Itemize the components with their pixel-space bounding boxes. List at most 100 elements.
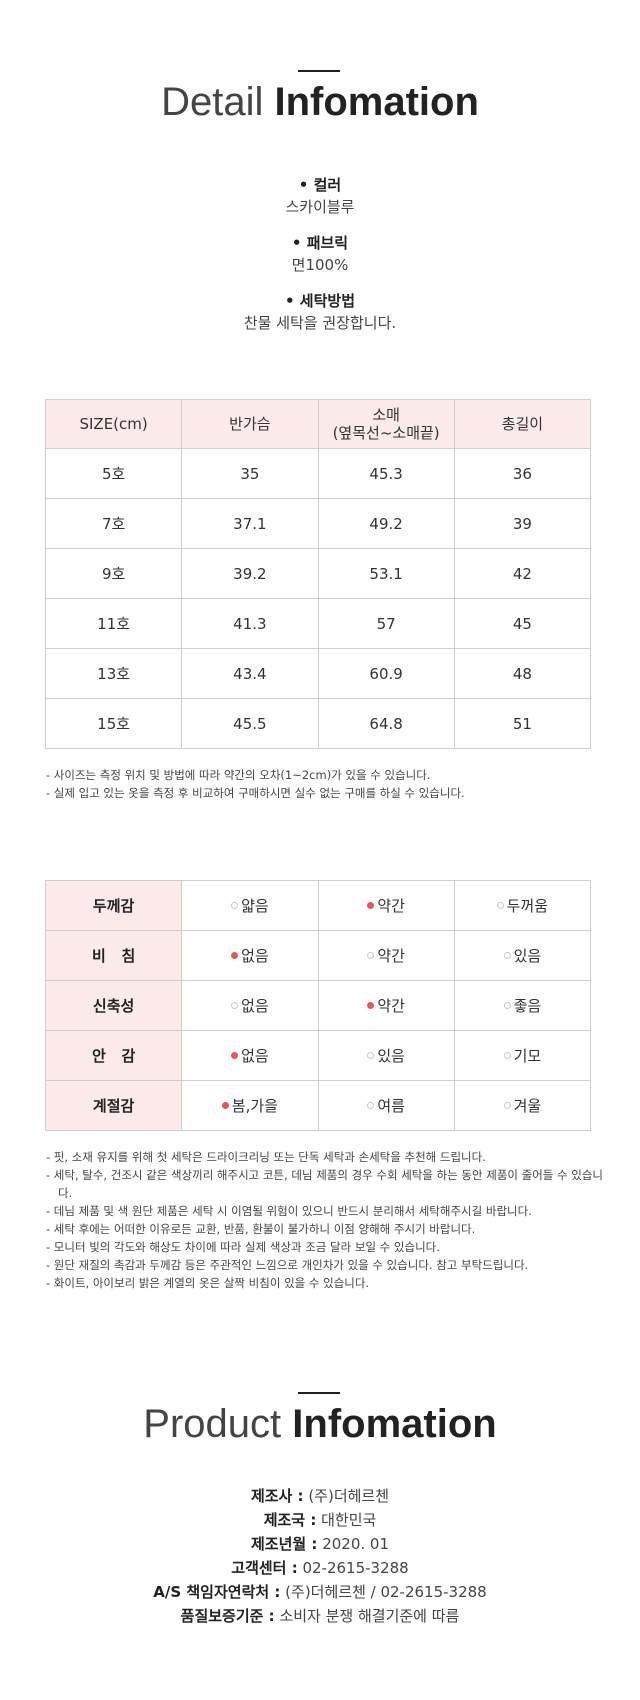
size-row: 9호 39.2 53.1 42	[44, 548, 592, 599]
detail-title-light: Detail	[161, 80, 264, 124]
size-header-cell: 반가슴	[181, 399, 319, 449]
attribute-option-label: 겨울	[513, 1097, 542, 1115]
unselected-dot-icon	[367, 952, 375, 959]
product-info-row: 제조년월 : 2020. 01	[0, 1532, 640, 1556]
attribute-name: 두께감	[44, 880, 183, 931]
selected-dot-icon	[231, 1052, 239, 1059]
attribute-option-label: 없음	[241, 997, 269, 1015]
attribute-option-label: 약간	[377, 947, 405, 965]
note-item: - 세탁, 탈수, 건조시 같은 색상끼리 해주시고 코튼, 데님 제품의 경우…	[46, 1168, 604, 1200]
unselected-dot-icon	[503, 1102, 511, 1109]
selected-dot-icon	[367, 902, 375, 909]
note-item: - 사이즈는 측정 위치 및 방법에 따라 약간의 오차(1~2cm)가 있을 …	[46, 768, 431, 782]
unselected-dot-icon	[231, 902, 239, 909]
spec-list: • 컬러 스카이블루 • 패브릭 면100% • 세탁방법 찬물 세탁을 권장합…	[0, 174, 640, 334]
product-info: 제조사 : (주)더헤르첸 제조국 : 대한민국 제조년월 : 2020. 01 고객…	[0, 1484, 640, 1628]
note-item: - 세탁 후에는 어떠한 이유로든 교환, 반품, 환불이 불가하니 이점 양해…	[46, 1222, 476, 1236]
product-info-key: A/S 책임자연락처 :	[153, 1583, 281, 1601]
product-info-key: 제조년월 :	[251, 1535, 318, 1553]
unselected-dot-icon	[367, 1052, 375, 1059]
attribute-option-label: 두꺼움	[506, 897, 549, 915]
size-cell: 5호	[44, 448, 183, 499]
product-info-row: A/S 책임자연락처 : (주)더헤르첸 / 02-2615-3288	[0, 1580, 640, 1604]
size-cell: 45	[453, 598, 592, 649]
attribute-option: 기모	[453, 1030, 592, 1081]
attribute-option-label: 있음	[377, 1047, 405, 1065]
size-cell: 15호	[44, 698, 183, 749]
size-cell: 60.9	[317, 648, 455, 699]
note-item: - 모니터 빛의 각도와 해상도 차이에 따라 실제 색상과 조금 달라 보일 …	[46, 1240, 440, 1254]
size-cell: 42	[453, 548, 592, 599]
attribute-option: 여름	[317, 1080, 455, 1131]
selected-dot-icon	[221, 1102, 229, 1109]
unselected-dot-icon	[367, 1102, 375, 1109]
note-item: - 화이트, 아이보리 밝은 계열의 옷은 살짝 비침이 있을 수 있습니다.	[46, 1276, 370, 1290]
product-info-row: 제조국 : 대한민국	[0, 1508, 640, 1532]
spec-wash: • 세탁방법 찬물 세탁을 권장합니다.	[0, 290, 640, 334]
size-cell: 48	[453, 648, 592, 699]
attribute-option: 좋음	[453, 980, 592, 1031]
size-cell: 13호	[44, 648, 183, 699]
care-notes: - 핏, 소재 유지를 위해 첫 세탁은 드라이크리닝 또는 단독 세탁과 손세…	[46, 1148, 606, 1292]
attribute-option-label: 있음	[513, 947, 542, 965]
attribute-name: 비 침	[44, 930, 183, 981]
spec-color: • 컬러 스카이블루	[0, 174, 640, 218]
spec-fabric: • 패브릭 면100%	[0, 232, 640, 276]
product-title-bold: Infomation	[292, 1402, 497, 1446]
attribute-option-label: 약간	[377, 997, 405, 1015]
product-info-key: 고객센터 :	[231, 1559, 298, 1577]
size-cell: 53.1	[317, 548, 455, 599]
size-row: 11호 41.3 57 45	[44, 598, 592, 649]
attribute-option-label: 약간	[377, 897, 405, 915]
note-item: - 데님 제품 및 색 원단 제품은 세탁 시 이염될 위험이 있으니 반드시 …	[46, 1204, 532, 1218]
size-header-cell: 소매 (옆목선~소매끝)	[317, 399, 455, 449]
attribute-option-label: 기모	[513, 1047, 542, 1065]
attribute-name: 안 감	[44, 1030, 183, 1081]
size-cell: 39.2	[181, 548, 319, 599]
size-cell: 36	[453, 448, 592, 499]
size-row: 7호 37.1 49.2 39	[44, 498, 592, 549]
attribute-table: 두께감 얇음 약간 두꺼움 비 침 없음 약간 있음 신축성 없음 약간 좋음 안 감 없음 있음 기모 계절감…	[44, 880, 592, 1131]
product-info-row: 제조사 : (주)더헤르첸	[0, 1484, 640, 1508]
selected-dot-icon	[367, 1002, 375, 1009]
size-cell: 11호	[44, 598, 183, 649]
attribute-option: 약간	[317, 980, 455, 1031]
detail-title: Detail Infomation	[0, 80, 640, 125]
attribute-option: 봄,가을	[181, 1080, 319, 1131]
unselected-dot-icon	[496, 902, 504, 909]
product-title-light: Product	[143, 1402, 282, 1446]
attribute-option-label: 없음	[241, 947, 269, 965]
size-cell: 7호	[44, 498, 183, 549]
unselected-dot-icon	[231, 1002, 239, 1009]
size-cell: 45.3	[317, 448, 455, 499]
size-cell: 43.4	[181, 648, 319, 699]
spec-value: 찬물 세탁을 권장합니다.	[243, 314, 397, 332]
size-cell: 9호	[44, 548, 183, 599]
unselected-dot-icon	[503, 1052, 511, 1059]
attribute-option: 있음	[317, 1030, 455, 1081]
detail-title-rule	[298, 70, 340, 72]
product-info-value: 소비자 분쟁 해결기준에 따름	[274, 1607, 460, 1625]
product-info-value: 2020. 01	[317, 1535, 389, 1553]
attribute-option-label: 여름	[377, 1097, 405, 1115]
spec-label: • 패브릭	[291, 234, 349, 252]
unselected-dot-icon	[503, 1002, 511, 1009]
size-cell: 37.1	[181, 498, 319, 549]
product-info-row: 품질보증기준 : 소비자 분쟁 해결기준에 따름	[0, 1604, 640, 1628]
product-info-value: 대한민국	[316, 1511, 377, 1529]
product-info-row: 고객센터 : 02-2615-3288	[0, 1556, 640, 1580]
note-item: - 핏, 소재 유지를 위해 첫 세탁은 드라이크리닝 또는 단독 세탁과 손세…	[46, 1150, 486, 1164]
size-table-header: SIZE(cm) 반가슴 소매 (옆목선~소매끝) 총길이	[44, 399, 592, 449]
attribute-option-label: 좋음	[513, 997, 542, 1015]
spec-label: • 세탁방법	[284, 292, 355, 310]
size-cell: 41.3	[181, 598, 319, 649]
attribute-row: 계절감 봄,가을 여름 겨울	[44, 1080, 592, 1131]
attribute-option: 두꺼움	[453, 880, 592, 931]
unselected-dot-icon	[503, 952, 511, 959]
spec-label: • 컬러	[298, 176, 342, 194]
size-cell: 57	[317, 598, 455, 649]
size-cell: 45.5	[181, 698, 319, 749]
attribute-option: 약간	[317, 930, 455, 981]
attribute-name: 신축성	[44, 980, 183, 1031]
attribute-option: 없음	[181, 930, 319, 981]
